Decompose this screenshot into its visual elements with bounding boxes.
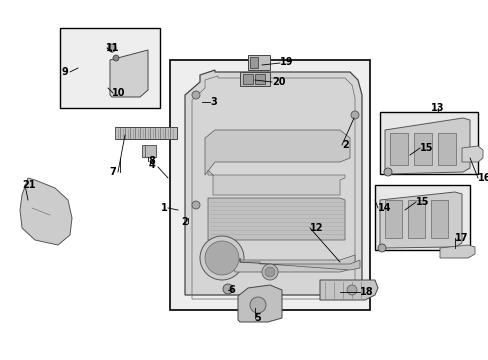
Polygon shape	[110, 50, 148, 97]
Text: 2: 2	[341, 140, 348, 150]
Circle shape	[108, 44, 116, 52]
Text: 15: 15	[415, 197, 428, 207]
Text: 2: 2	[181, 217, 188, 227]
Circle shape	[200, 236, 244, 280]
Bar	[60, 28, 160, 108]
Bar	[170, 60, 369, 310]
Polygon shape	[379, 192, 461, 248]
Text: 4: 4	[148, 160, 155, 170]
Polygon shape	[207, 198, 345, 240]
Text: 14: 14	[377, 203, 391, 213]
Text: 9: 9	[61, 67, 68, 77]
Circle shape	[192, 201, 200, 209]
Bar	[142, 145, 156, 157]
Text: 12: 12	[309, 223, 323, 233]
Text: 8: 8	[148, 156, 155, 166]
Polygon shape	[319, 280, 377, 300]
Circle shape	[113, 55, 119, 61]
Polygon shape	[20, 178, 72, 245]
Bar	[249, 57, 258, 68]
Bar	[247, 55, 269, 70]
Polygon shape	[204, 130, 349, 175]
Polygon shape	[240, 258, 359, 270]
Polygon shape	[461, 146, 482, 162]
Text: 7: 7	[109, 167, 116, 177]
Bar	[389, 133, 407, 165]
Bar	[240, 72, 269, 86]
Circle shape	[350, 111, 358, 119]
Bar	[437, 133, 455, 165]
Text: 18: 18	[359, 287, 373, 297]
Text: 15: 15	[419, 143, 433, 153]
Text: 16: 16	[477, 173, 488, 183]
Circle shape	[377, 244, 385, 252]
Polygon shape	[238, 285, 282, 322]
Text: 1: 1	[161, 203, 168, 213]
Bar	[379, 112, 477, 174]
Polygon shape	[229, 250, 354, 272]
Polygon shape	[184, 70, 361, 295]
Bar	[243, 74, 252, 84]
Bar	[374, 185, 469, 250]
Polygon shape	[439, 245, 474, 258]
Text: 20: 20	[271, 77, 285, 87]
Bar	[384, 200, 401, 238]
Text: 13: 13	[430, 103, 444, 113]
Text: 17: 17	[454, 233, 468, 243]
Circle shape	[264, 267, 274, 277]
Bar	[254, 74, 264, 84]
Polygon shape	[384, 118, 469, 174]
Text: 11: 11	[106, 43, 119, 53]
Circle shape	[346, 285, 356, 295]
Text: 19: 19	[280, 57, 293, 67]
Circle shape	[204, 241, 239, 275]
Text: 3: 3	[209, 97, 216, 107]
Bar	[413, 133, 431, 165]
Text: 21: 21	[22, 180, 36, 190]
Bar	[407, 200, 424, 238]
Polygon shape	[207, 170, 345, 195]
Circle shape	[249, 297, 265, 313]
Text: 10: 10	[112, 88, 125, 98]
Circle shape	[383, 168, 391, 176]
Text: 5: 5	[254, 313, 261, 323]
Bar	[115, 127, 177, 139]
Circle shape	[223, 284, 232, 294]
Circle shape	[192, 91, 200, 99]
Circle shape	[262, 264, 278, 280]
Text: 6: 6	[227, 285, 234, 295]
Bar	[430, 200, 447, 238]
